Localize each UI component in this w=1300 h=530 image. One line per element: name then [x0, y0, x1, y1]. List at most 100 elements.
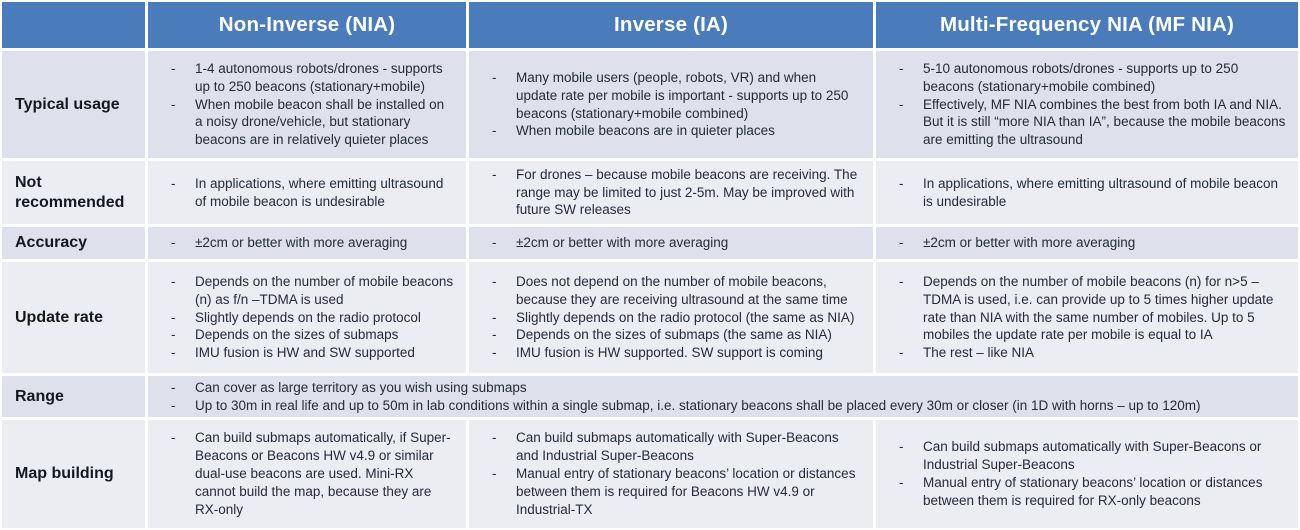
- bullet-item: - IMU fusion is HW supported. SW support …: [469, 344, 865, 362]
- row-label-typical-usage: Typical usage: [2, 51, 145, 158]
- bullet-text: In applications, where emitting ultrasou…: [195, 175, 444, 209]
- bullet-text: Depends on the number of mobile beacons …: [195, 273, 454, 307]
- bullet-dash: -: [492, 466, 497, 482]
- bullet-dash: -: [171, 345, 176, 361]
- bullet-text: Depends on the number of mobile beacons …: [923, 273, 1274, 343]
- bullet-text: Many mobile users (people, robots, VR) a…: [516, 69, 849, 121]
- bullet-item: - Can cover as large territory as you wis…: [148, 379, 1290, 397]
- bullet-dash: -: [492, 273, 497, 289]
- bullet-text: ±2cm or better with more averaging: [195, 235, 408, 251]
- bullet-item: - ±2cm or better with more averaging: [469, 234, 865, 252]
- bullet-item: - Effectively, MF NIA combines the best f…: [876, 96, 1290, 150]
- corner-cell: [2, 2, 145, 48]
- bullet-item: - When mobile beacon shall be installed o…: [148, 96, 458, 150]
- cell-range-all-columns: - Can cover as large territory as you wis…: [148, 376, 1298, 417]
- bullet-dash: -: [171, 379, 176, 395]
- cell-accuracy-nia: - ±2cm or better with more averaging: [148, 227, 466, 259]
- bullet-dash: -: [171, 96, 176, 112]
- cell-not-recommended-ia: - For drones – because mobile beacons are…: [469, 161, 873, 224]
- bullet-item: - For drones – because mobile beacons are…: [469, 166, 865, 220]
- bullet-text: Can build submaps automatically with Sup…: [923, 439, 1262, 473]
- bullet-text: Manual entry of stationary beacons’ loca…: [923, 475, 1263, 508]
- bullet-text: IMU fusion is HW and SW supported: [195, 345, 415, 361]
- bullet-dash: -: [899, 96, 904, 112]
- col-header-nia: Non-Inverse (NIA): [148, 2, 466, 48]
- bullet-item: - IMU fusion is HW and SW supported: [148, 344, 458, 362]
- bullet-dash: -: [171, 175, 176, 191]
- bullet-text: Can cover as large territory as you wish…: [195, 379, 527, 395]
- cell-accuracy-mf-nia: - ±2cm or better with more averaging: [876, 227, 1298, 259]
- bullet-item: - When mobile beacons are in quieter plac…: [469, 122, 865, 140]
- cell-update-rate-nia: - Depends on the number of mobile beacons…: [148, 262, 466, 373]
- bullet-text: IMU fusion is HW supported. SW support i…: [516, 345, 823, 361]
- cell-update-rate-mf-nia: - Depends on the number of mobile beacons…: [876, 262, 1298, 373]
- bullet-dash: -: [492, 166, 497, 182]
- cell-map-building-ia: - Can build submaps automatically with Su…: [469, 420, 873, 528]
- bullet-text: The rest – like NIA: [923, 345, 1035, 361]
- bullet-text: 5-10 autonomous robots/drones - supports…: [923, 60, 1239, 94]
- bullet-item: - Depends on the sizes of submaps (the sa…: [469, 326, 865, 344]
- bullet-text: Slightly depends on the radio protocol (…: [516, 309, 855, 325]
- bullet-dash: -: [492, 327, 497, 343]
- bullet-item: - The rest – like NIA: [876, 344, 1290, 362]
- bullet-text: Can build submaps automatically with Sup…: [516, 430, 839, 464]
- cell-not-recommended-nia: - In applications, where emitting ultraso…: [148, 161, 466, 224]
- row-label-range: Range: [2, 376, 145, 417]
- bullet-item: - Can build submaps automatically, if Sup…: [148, 429, 458, 519]
- row-label-not-recommended: Not recommended: [2, 161, 145, 224]
- row-label-update-rate: Update rate: [2, 262, 145, 373]
- bullet-item: - 5-10 autonomous robots/drones - support…: [876, 60, 1290, 96]
- cell-typical-usage-ia: - Many mobile users (people, robots, VR) …: [469, 51, 873, 158]
- bullet-item: - Manual entry of stationary beacons’ loc…: [469, 465, 865, 519]
- bullet-dash: -: [171, 273, 176, 289]
- bullet-text: ±2cm or better with more averaging: [923, 235, 1136, 251]
- bullet-text: Slightly depends on the radio protocol: [195, 309, 421, 325]
- bullet-item: - Slightly depends on the radio protocol …: [469, 309, 865, 327]
- row-label-map-building: Map building: [2, 420, 145, 528]
- bullet-dash: -: [899, 235, 904, 251]
- bullet-dash: -: [899, 345, 904, 361]
- bullet-text: Manual entry of stationary beacons’ loca…: [516, 466, 856, 517]
- bullet-text: ±2cm or better with more averaging: [516, 235, 729, 251]
- bullet-text: Depends on the sizes of submaps (the sam…: [516, 327, 832, 343]
- cell-typical-usage-mf-nia: - 5-10 autonomous robots/drones - support…: [876, 51, 1298, 158]
- bullet-dash: -: [171, 327, 176, 343]
- bullet-dash: -: [899, 273, 904, 289]
- bullet-dash: -: [492, 235, 497, 251]
- cell-accuracy-ia: - ±2cm or better with more averaging: [469, 227, 873, 259]
- bullet-item: - In applications, where emitting ultraso…: [148, 175, 458, 211]
- bullet-item: - In applications, where emitting ultraso…: [876, 175, 1290, 211]
- bullet-dash: -: [492, 345, 497, 361]
- bullet-dash: -: [171, 397, 176, 413]
- bullet-item: - Can build submaps automatically with Su…: [469, 429, 865, 465]
- bullet-item: - Depends on the number of mobile beacons…: [148, 273, 458, 309]
- bullet-item: - Does not depend on the number of mobile…: [469, 273, 865, 309]
- bullet-dash: -: [171, 60, 176, 76]
- bullet-text: Effectively, MF NIA combines the best fr…: [923, 96, 1286, 148]
- bullet-text: In applications, where emitting ultrasou…: [923, 175, 1278, 209]
- bullet-item: - Many mobile users (people, robots, VR) …: [469, 69, 865, 123]
- bullet-text: When mobile beacon shall be installed on…: [195, 96, 445, 148]
- bullet-dash: -: [171, 430, 176, 446]
- bullet-text: For drones – because mobile beacons are …: [516, 166, 858, 218]
- cell-map-building-mf-nia: - Can build submaps automatically with Su…: [876, 420, 1298, 528]
- bullet-item: - Slightly depends on the radio protocol: [148, 309, 458, 327]
- cell-not-recommended-mf-nia: - In applications, where emitting ultraso…: [876, 161, 1298, 224]
- bullet-dash: -: [899, 60, 904, 76]
- bullet-dash: -: [492, 69, 497, 85]
- bullet-dash: -: [171, 309, 176, 325]
- bullet-text: When mobile beacons are in quieter place…: [516, 123, 775, 139]
- bullet-text: 1-4 autonomous robots/drones - supports …: [195, 60, 443, 94]
- bullet-text: Does not depend on the number of mobile …: [516, 273, 848, 307]
- bullet-dash: -: [492, 430, 497, 446]
- col-header-mf-nia: Multi-Frequency NIA (MF NIA): [876, 2, 1298, 48]
- bullet-item: - Depends on the sizes of submaps: [148, 326, 458, 344]
- cell-map-building-nia: - Can build submaps automatically, if Sup…: [148, 420, 466, 528]
- bullet-text: Can build submaps automatically, if Supe…: [195, 430, 451, 517]
- bullet-dash: -: [492, 123, 497, 139]
- bullet-item: - Manual entry of stationary beacons’ loc…: [876, 474, 1290, 510]
- bullet-item: - ±2cm or better with more averaging: [876, 234, 1290, 252]
- bullet-dash: -: [899, 439, 904, 455]
- col-header-ia: Inverse (IA): [469, 2, 873, 48]
